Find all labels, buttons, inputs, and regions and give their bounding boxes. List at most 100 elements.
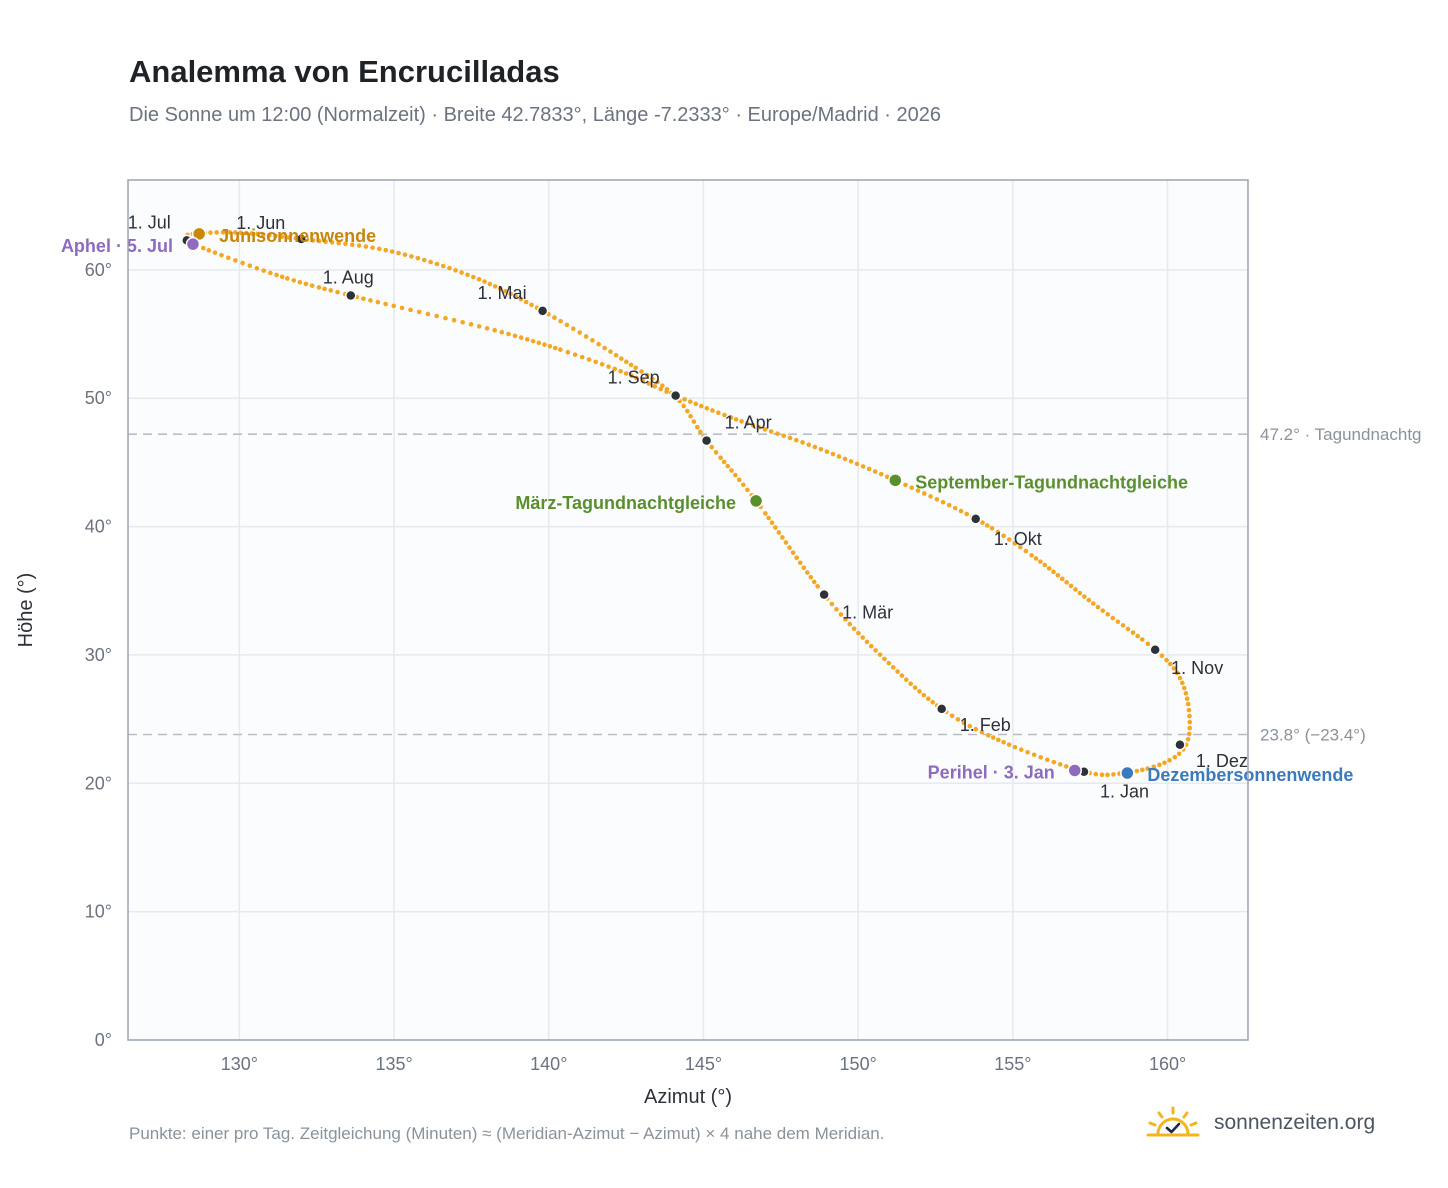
day-dot: [860, 635, 866, 640]
day-dot: [421, 257, 427, 263]
day-dot: [872, 469, 878, 474]
month-label: 1. Mär: [842, 603, 893, 623]
day-dot: [529, 302, 534, 308]
day-dot: [564, 322, 570, 328]
x-tick-label: 160°: [1149, 1054, 1186, 1074]
day-dot: [1176, 751, 1182, 757]
y-tick-label: 40°: [85, 517, 112, 537]
day-dot: [267, 232, 272, 238]
month-marker: [669, 389, 682, 402]
brand[interactable]: sonnenzeiten.org: [1146, 1103, 1375, 1143]
day-dot: [895, 669, 900, 674]
sun-check-icon: [1146, 1106, 1200, 1137]
day-dot: [729, 468, 734, 473]
day-dot: [695, 424, 700, 430]
day-dot: [812, 444, 818, 450]
month-marker: [935, 703, 948, 715]
day-dot: [718, 455, 723, 461]
day-dot: [989, 526, 995, 531]
day-dot: [468, 322, 474, 327]
day-dot: [1051, 569, 1056, 575]
y-axis-ticks: 0° 10° 20° 30° 40° 50° 60°: [85, 260, 112, 1050]
event-markers: Junisonnenwende Dezembersonnenwende März-T…: [61, 226, 1353, 785]
month-marker: [345, 289, 357, 302]
month-label: 1. Mai: [478, 283, 527, 303]
day-dot: [1183, 691, 1189, 696]
y-tick-label: 30°: [85, 645, 112, 665]
day-dot: [1082, 594, 1087, 599]
day-dot: [685, 408, 690, 414]
day-dot: [512, 333, 518, 339]
day-dot: [721, 459, 727, 465]
month-marker: [818, 588, 830, 601]
day-dot: [1145, 766, 1150, 771]
day-dot: [583, 334, 589, 339]
day-dot: [908, 681, 913, 687]
reference-line-label: 23.8° (−23.4°): [1260, 726, 1366, 745]
event-label: März-Tagundnachtgleiche: [515, 493, 736, 513]
day-dot: [1038, 559, 1043, 564]
day-dot: [1031, 752, 1037, 758]
day-dot: [586, 357, 592, 362]
day-dot: [818, 447, 824, 452]
day-dot: [640, 378, 646, 384]
day-dot: [1033, 556, 1039, 561]
month-marker: [1174, 739, 1186, 751]
day-dot: [806, 442, 812, 447]
day-dot: [787, 545, 792, 550]
day-dot: [624, 359, 629, 365]
day-dot: [208, 230, 213, 235]
month-label: 1. Feb: [960, 715, 1011, 735]
day-dot: [830, 451, 836, 457]
analemma-curve: [181, 230, 1193, 778]
day-dot: [912, 685, 918, 690]
day-dot: [1059, 576, 1065, 582]
day-dot: [952, 505, 958, 511]
day-dot: [655, 379, 660, 385]
reference-lines: 47.2° · Tagundnachtg 23.8° (−23.4°): [128, 425, 1422, 745]
event-marker: [748, 493, 764, 509]
day-dot: [733, 417, 739, 422]
day-dot: [328, 288, 334, 293]
day-dot: [1064, 764, 1069, 769]
day-dot: [590, 338, 595, 343]
day-dot: [856, 630, 861, 636]
day-dot: [878, 471, 884, 477]
day-dot: [1164, 657, 1169, 663]
day-dot: [1185, 737, 1191, 742]
month-marker: [295, 233, 308, 245]
day-dot: [979, 729, 985, 735]
day-dot: [811, 579, 817, 585]
chart-title: Analemma von Encrucilladas: [129, 54, 560, 89]
day-dot: [1185, 701, 1191, 707]
x-axis-label: Azimut (°): [644, 1086, 732, 1108]
day-dot: [459, 270, 464, 275]
day-dot: [682, 397, 687, 402]
day-dot: [391, 303, 397, 309]
reference-line-label: 47.2° · Tagundnachtg: [1260, 425, 1422, 444]
day-dot: [416, 309, 422, 315]
day-dot: [922, 491, 927, 496]
day-dot: [650, 376, 655, 381]
day-dot: [843, 617, 848, 622]
day-dot: [1177, 675, 1183, 681]
day-dot: [1110, 615, 1116, 621]
day-dot: [652, 384, 658, 389]
day-dot: [1174, 670, 1180, 676]
day-dot: [634, 375, 639, 381]
day-dot: [1186, 731, 1192, 737]
day-dot: [750, 423, 756, 428]
day-dot: [744, 421, 750, 426]
day-dot: [1091, 601, 1096, 606]
day-dot: [322, 286, 327, 292]
day-dot: [722, 412, 727, 418]
day-dot: [790, 550, 796, 555]
day-dot: [503, 289, 508, 294]
day-dot: [323, 239, 328, 244]
day-dot: [967, 723, 973, 729]
day-dot: [794, 437, 799, 443]
day-dot: [593, 359, 598, 365]
day-dot: [370, 245, 375, 250]
day-dot: [629, 373, 634, 378]
day-dot: [558, 318, 563, 324]
